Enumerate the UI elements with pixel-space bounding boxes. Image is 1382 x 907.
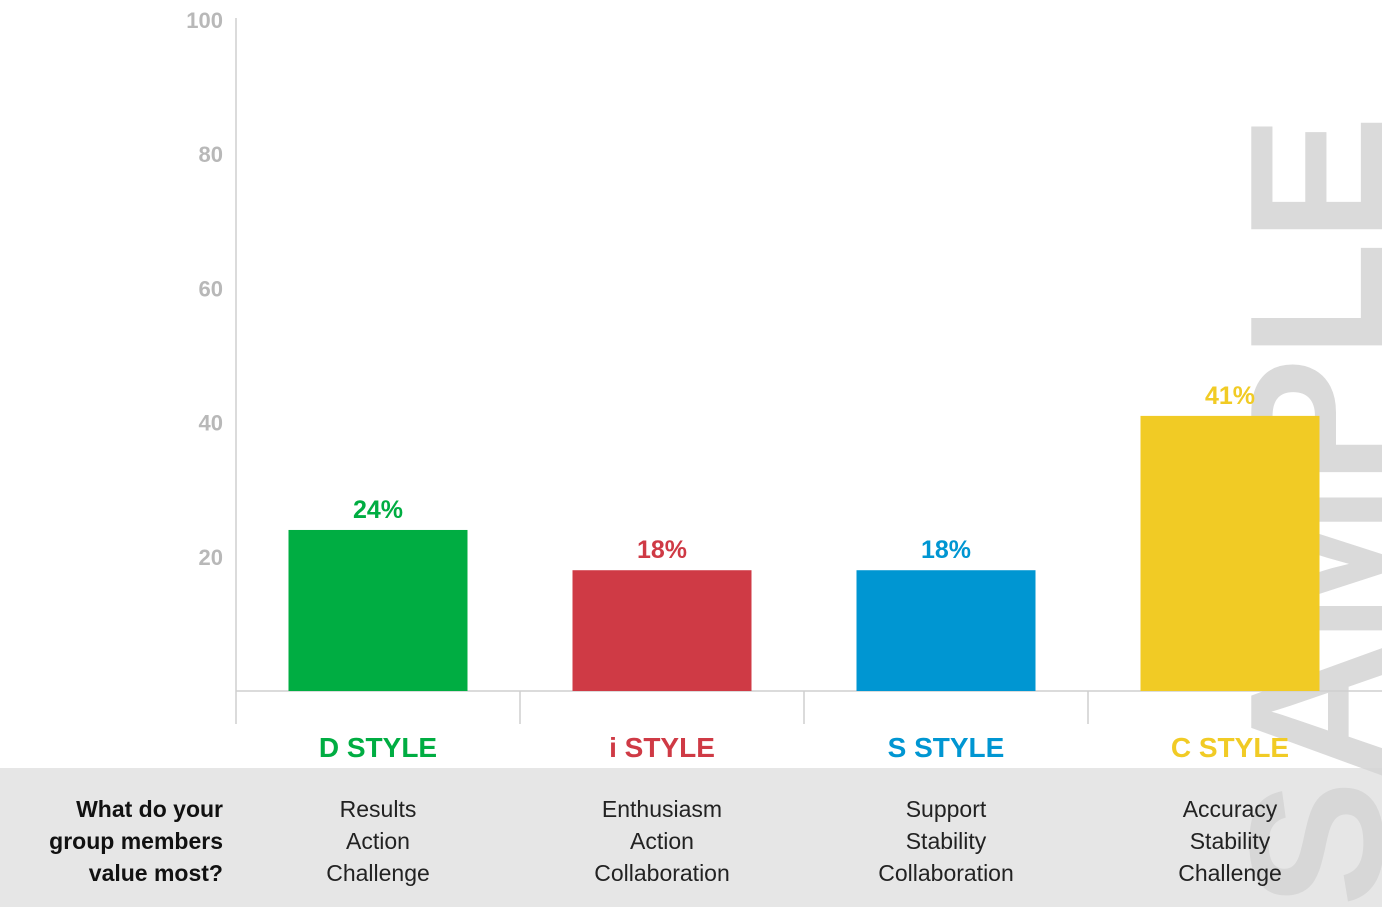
bar-2 xyxy=(856,570,1036,691)
table-cell: Accuracy xyxy=(1183,796,1278,822)
data-label-2: 18% xyxy=(921,536,971,564)
table-cell: Action xyxy=(346,828,410,854)
table-cell: Support xyxy=(906,796,987,822)
data-label-0: 24% xyxy=(353,496,403,524)
y-tick-label: 20 xyxy=(199,545,223,570)
table-question-line-2: group members xyxy=(49,828,223,854)
bar-3 xyxy=(1140,415,1320,691)
bar-0 xyxy=(288,529,468,691)
category-label-2: S STYLE xyxy=(888,732,1005,763)
table-question-line-1: What do your xyxy=(76,796,223,822)
table-cell: Collaboration xyxy=(878,860,1014,886)
table-question-line-3: value most? xyxy=(89,860,223,886)
table-cell: Results xyxy=(340,796,417,822)
table-cell: Stability xyxy=(1190,828,1271,854)
table-cell: Challenge xyxy=(1178,860,1282,886)
y-tick-label: 40 xyxy=(199,411,223,436)
table-cell: Collaboration xyxy=(594,860,730,886)
table-cell: Action xyxy=(630,828,694,854)
bar-1 xyxy=(572,570,752,691)
y-tick-label: 60 xyxy=(199,276,223,301)
category-label-3: C STYLE xyxy=(1171,732,1289,763)
category-label-1: i STYLE xyxy=(609,732,715,763)
y-tick-label: 80 xyxy=(199,142,223,167)
values-table-band xyxy=(0,768,1382,907)
table-cell: Challenge xyxy=(326,860,430,886)
category-label-0: D STYLE xyxy=(319,732,437,763)
table-cell: Stability xyxy=(906,828,987,854)
data-label-1: 18% xyxy=(637,536,687,564)
table-cell: Enthusiasm xyxy=(602,796,722,822)
data-label-3: 41% xyxy=(1205,382,1255,410)
y-tick-label: 100 xyxy=(186,8,223,33)
